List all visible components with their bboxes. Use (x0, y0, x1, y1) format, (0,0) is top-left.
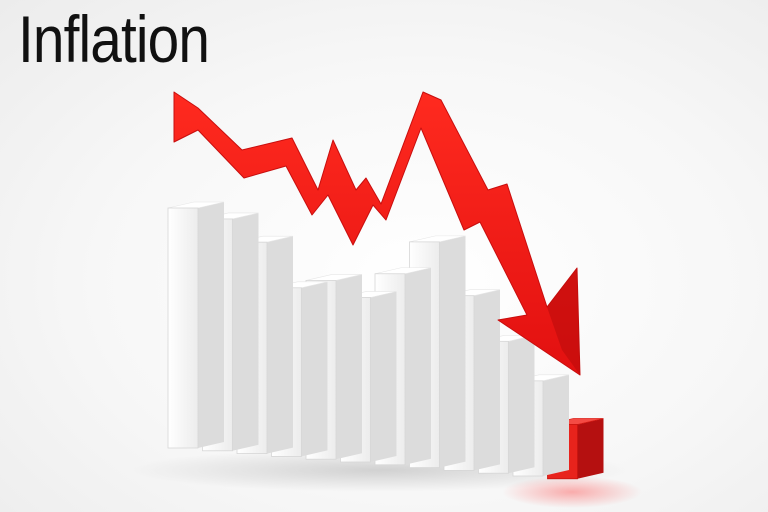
inflation-title: Inflation (18, 2, 210, 76)
bar-side (474, 289, 500, 471)
bar-chart-illustration (167, 201, 604, 480)
bar-1 (167, 201, 225, 449)
bar-side (405, 267, 431, 465)
bar-side (232, 212, 259, 451)
bar-side (370, 291, 397, 462)
bar-side (577, 418, 604, 479)
bar-side (508, 335, 535, 474)
bar-front (167, 207, 199, 449)
bar-side (336, 274, 362, 460)
bar-side (198, 202, 224, 448)
bar-side (543, 374, 569, 476)
bar-side (267, 236, 293, 454)
bar-side (301, 281, 328, 457)
bar-side (439, 235, 466, 468)
red-glow (502, 476, 642, 508)
falling-arrow-icon (173, 91, 581, 376)
